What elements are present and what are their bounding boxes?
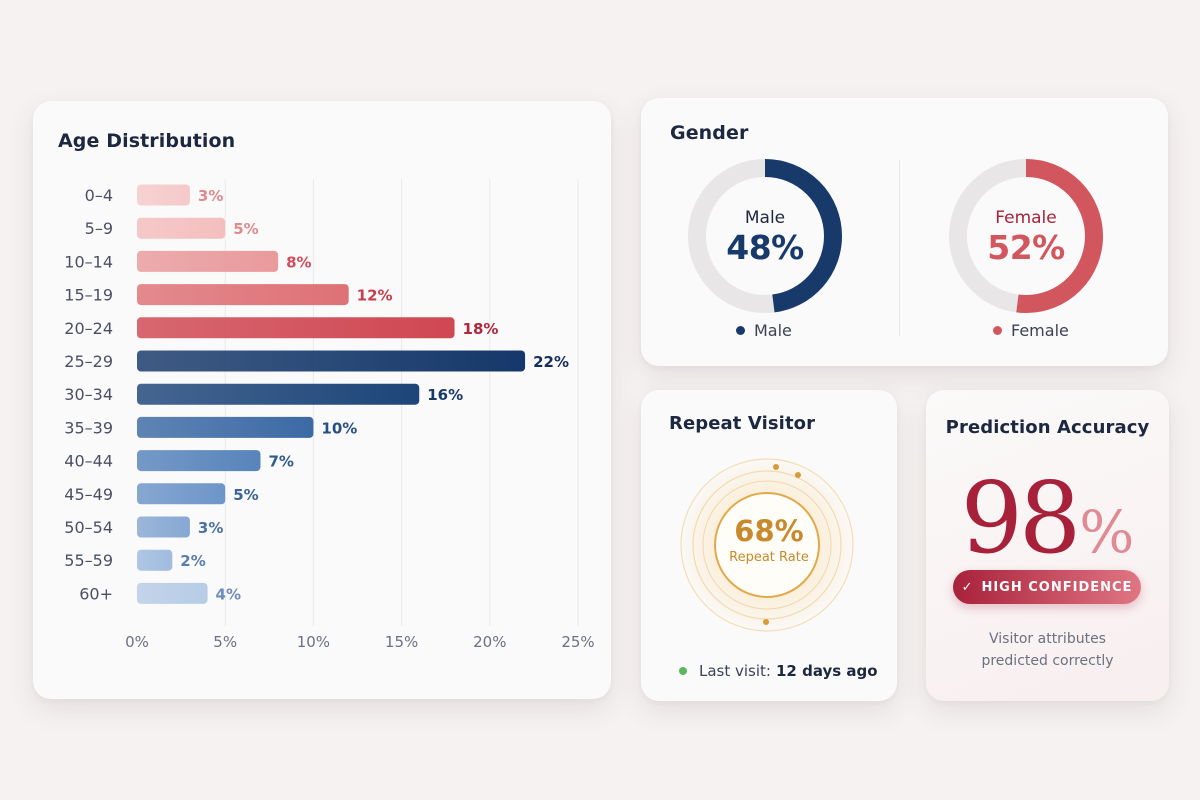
accuracy-value: 98 <box>960 462 1082 576</box>
repeat-rate-value: 68% <box>734 514 804 548</box>
age-bar <box>137 250 279 272</box>
age-category-label: 5–9 <box>85 219 113 238</box>
donut-segment <box>949 159 1103 313</box>
female-dot-icon <box>993 326 1002 335</box>
age-bar-value-label: 5% <box>233 220 258 238</box>
last-visit-value: 12 days ago <box>775 662 878 680</box>
age-distribution-title: Age Distribution <box>58 130 236 152</box>
age-bar <box>137 549 173 571</box>
repeat-rate-display: 68% Repeat Rate <box>641 514 897 565</box>
female-value: 52% <box>987 228 1065 267</box>
prediction-accuracy-title: Prediction Accuracy <box>945 417 1150 438</box>
male-dot-icon <box>736 326 745 335</box>
repeat-visitor-title: Repeat Visitor <box>669 413 816 434</box>
caption-line-2: predicted correctly <box>981 653 1114 669</box>
age-bar <box>137 317 455 339</box>
age-bar <box>137 383 420 405</box>
male-value: 48% <box>726 228 804 267</box>
age-distribution-chart: 0% 5% 10% 15% 20% 25% 0–4 3% 5–9 5% 10–14 8% 15–19 12… <box>64 179 595 651</box>
age-bar <box>137 416 314 438</box>
legend-male: Male <box>736 321 792 340</box>
age-bar-value-label: 18% <box>463 320 499 338</box>
age-bar-value-label: 16% <box>427 386 463 404</box>
legend-female: Female <box>993 321 1069 340</box>
caption-line-1: Visitor attributes <box>989 631 1106 647</box>
male-name: Male <box>744 208 786 228</box>
male-donut-label: Male 48% <box>695 208 835 267</box>
last-visit-label: Last visit: <box>699 662 771 680</box>
age-category-label: 60+ <box>79 584 113 603</box>
age-bar-value-label: 10% <box>321 419 357 437</box>
high-confidence-badge: ✓ HIGH CONFIDENCE <box>953 570 1141 604</box>
age-category-label: 55–59 <box>64 551 113 570</box>
age-distribution-card: Age Distribution 0% 5% 10% 15% 20% 25% 0–4 3% 5–… <box>33 101 611 699</box>
x-tick-label: 10% <box>297 633 330 651</box>
repeat-visitor-card: Repeat Visitor 68% Repeat Rate Last visi… <box>641 390 897 701</box>
age-category-label: 15–19 <box>64 286 113 305</box>
gender-card: Gender Male 48% Female 52% Male Female <box>641 98 1168 366</box>
age-category-label: 10–14 <box>64 252 113 271</box>
x-tick-label: 15% <box>385 633 418 651</box>
age-bar-value-label: 7% <box>268 453 293 471</box>
age-bar-value-label: 3% <box>198 519 223 537</box>
female-name: Female <box>995 208 1057 228</box>
age-category-label: 0–4 <box>85 186 113 205</box>
x-tick-label: 25% <box>561 633 594 651</box>
age-category-label: 40–44 <box>64 452 113 471</box>
check-icon: ✓ <box>961 579 974 595</box>
donut-segment <box>688 159 842 313</box>
age-bar-value-label: 22% <box>533 353 569 371</box>
age-category-label: 35–39 <box>64 418 113 437</box>
status-dot-icon <box>679 667 687 675</box>
age-bar <box>137 184 190 206</box>
age-bar-value-label: 12% <box>357 287 393 305</box>
age-bar <box>137 217 226 239</box>
prediction-accuracy-card: Prediction Accuracy 98% ✓ HIGH CONFIDENC… <box>926 390 1169 701</box>
female-donut-label: Female 52% <box>956 208 1096 267</box>
age-category-label: 20–24 <box>64 319 113 338</box>
legend-male-label: Male <box>754 321 792 340</box>
age-bar-value-label: 5% <box>233 486 258 504</box>
age-bar-value-label: 3% <box>198 187 223 205</box>
age-bar-value-label: 4% <box>216 585 241 603</box>
legend-female-label: Female <box>1011 321 1069 340</box>
x-tick-label: 20% <box>473 633 506 651</box>
x-tick-label: 0% <box>125 633 149 651</box>
accuracy-caption: Visitor attributes predicted correctly <box>926 628 1169 672</box>
age-bar <box>137 483 226 505</box>
age-bar <box>137 582 208 604</box>
age-bar-value-label: 2% <box>180 552 205 570</box>
age-bar <box>137 284 349 306</box>
gender-divider <box>899 160 900 336</box>
last-visit-info: Last visit: 12 days ago <box>679 662 878 680</box>
accuracy-display: 98% <box>926 462 1169 576</box>
repeat-rate-label: Repeat Rate <box>729 550 809 565</box>
age-category-label: 50–54 <box>64 518 113 537</box>
age-category-label: 45–49 <box>64 485 113 504</box>
gender-title: Gender <box>670 122 749 144</box>
age-bar <box>137 516 190 538</box>
gender-donut-chart <box>688 159 1103 313</box>
age-bar <box>137 350 526 372</box>
age-bar-value-label: 8% <box>286 253 311 271</box>
age-category-label: 30–34 <box>64 385 113 404</box>
x-tick-label: 5% <box>213 633 237 651</box>
confidence-label: HIGH CONFIDENCE <box>981 579 1133 595</box>
age-category-label: 25–29 <box>64 352 113 371</box>
age-bar <box>137 450 261 472</box>
accuracy-unit: % <box>1079 498 1135 566</box>
repeat-rings-icon <box>679 457 855 633</box>
